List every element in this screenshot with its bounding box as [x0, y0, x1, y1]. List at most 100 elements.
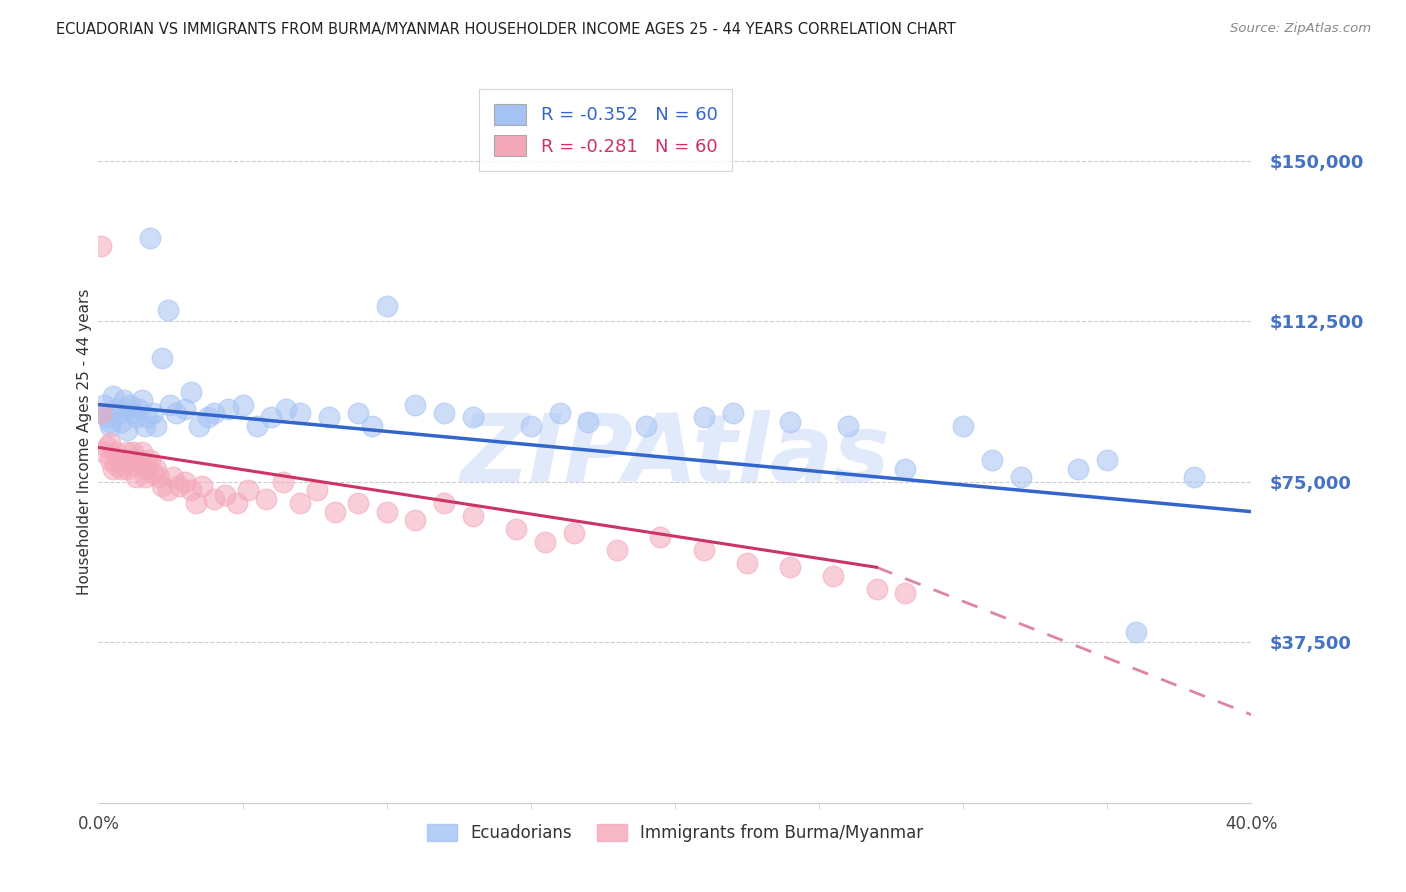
Point — [318, 410, 340, 425]
Point — [246, 419, 269, 434]
Point — [202, 406, 225, 420]
Point — [520, 419, 543, 434]
Point — [98, 453, 121, 467]
Point — [174, 401, 197, 416]
Point — [104, 401, 127, 416]
Point — [260, 410, 283, 425]
Point — [1125, 624, 1147, 639]
Point — [225, 496, 247, 510]
Point — [131, 393, 153, 408]
Point — [636, 419, 658, 434]
Point — [202, 491, 225, 506]
Point — [110, 462, 132, 476]
Point — [122, 406, 145, 420]
Point — [117, 444, 139, 458]
Point — [136, 458, 159, 472]
Point — [779, 560, 801, 574]
Point — [159, 398, 181, 412]
Point — [981, 453, 1004, 467]
Point — [894, 462, 917, 476]
Point — [952, 419, 974, 434]
Point — [894, 586, 917, 600]
Point — [93, 398, 115, 412]
Point — [134, 470, 156, 484]
Point — [162, 470, 184, 484]
Point — [823, 569, 845, 583]
Point — [117, 423, 139, 437]
Point — [125, 458, 148, 472]
Point — [548, 406, 571, 420]
Point — [779, 415, 801, 429]
Point — [122, 444, 145, 458]
Point — [139, 230, 162, 244]
Point — [534, 534, 557, 549]
Point — [180, 384, 202, 399]
Point — [693, 410, 716, 425]
Point — [361, 419, 384, 434]
Point — [578, 415, 600, 429]
Point — [90, 406, 112, 420]
Point — [98, 419, 121, 434]
Point — [104, 444, 127, 458]
Point — [562, 526, 585, 541]
Text: ZIPAtlas: ZIPAtlas — [460, 410, 890, 502]
Point — [217, 401, 239, 416]
Point — [180, 483, 202, 498]
Point — [186, 496, 208, 510]
Point — [131, 444, 153, 458]
Legend: Ecuadorians, Immigrants from Burma/Myanmar: Ecuadorians, Immigrants from Burma/Myanm… — [420, 817, 929, 848]
Point — [231, 398, 254, 412]
Point — [134, 462, 156, 476]
Point — [134, 419, 156, 434]
Point — [837, 419, 859, 434]
Point — [150, 351, 173, 365]
Point — [145, 462, 167, 476]
Point — [721, 406, 744, 420]
Point — [238, 483, 260, 498]
Point — [120, 453, 142, 467]
Point — [461, 508, 484, 523]
Point — [375, 505, 398, 519]
Point — [90, 406, 112, 420]
Point — [433, 496, 456, 510]
Point — [174, 475, 197, 489]
Point — [112, 393, 135, 408]
Point — [165, 406, 187, 420]
Point — [650, 530, 672, 544]
Point — [1010, 470, 1032, 484]
Point — [136, 410, 159, 425]
Point — [139, 453, 162, 467]
Point — [110, 415, 132, 429]
Point — [254, 491, 277, 506]
Point — [405, 513, 427, 527]
Point — [117, 462, 139, 476]
Point — [346, 496, 368, 510]
Point — [107, 406, 129, 420]
Point — [214, 487, 236, 501]
Point — [346, 406, 368, 420]
Point — [405, 398, 427, 412]
Point — [197, 410, 219, 425]
Point — [150, 479, 173, 493]
Point — [323, 505, 346, 519]
Point — [96, 410, 118, 425]
Point — [93, 444, 115, 458]
Point — [120, 398, 142, 412]
Point — [1097, 453, 1119, 467]
Point — [107, 453, 129, 467]
Point — [375, 299, 398, 313]
Point — [274, 401, 297, 416]
Point — [98, 415, 121, 429]
Point — [866, 582, 889, 596]
Point — [148, 470, 170, 484]
Point — [693, 543, 716, 558]
Point — [145, 419, 167, 434]
Point — [101, 389, 124, 403]
Point — [307, 483, 329, 498]
Point — [188, 419, 211, 434]
Point — [117, 401, 139, 416]
Text: Source: ZipAtlas.com: Source: ZipAtlas.com — [1230, 22, 1371, 36]
Point — [1182, 470, 1205, 484]
Point — [112, 458, 135, 472]
Point — [96, 441, 118, 455]
